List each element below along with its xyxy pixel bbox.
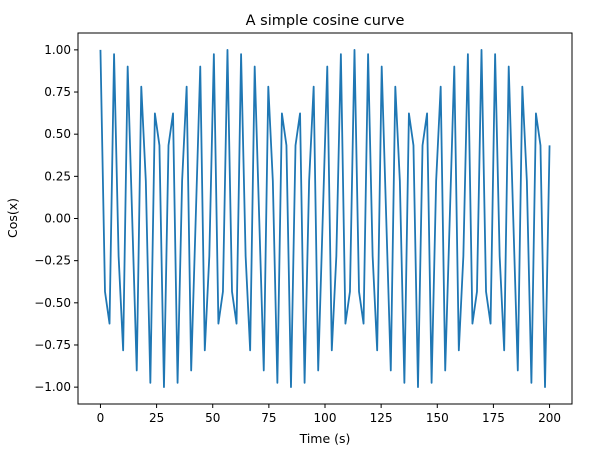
x-tick-label: 125 [370, 411, 393, 425]
x-tick-label: 175 [482, 411, 505, 425]
y-tick-label: −1.00 [34, 380, 71, 394]
y-tick-label: −0.50 [34, 296, 71, 310]
x-tick-label: 0 [97, 411, 105, 425]
y-tick-label: 0.00 [44, 212, 71, 226]
chart-title: A simple cosine curve [246, 13, 405, 29]
series-layer [99, 48, 551, 389]
y-tick-label: 0.75 [44, 85, 71, 99]
x-axis-ticks: 0 25 50 75 100 125 150 175 200 [97, 404, 561, 425]
series-line-0 [99, 48, 551, 389]
y-tick-label: −0.25 [34, 254, 71, 268]
y-tick-label: 1.00 [44, 43, 71, 57]
x-tick-label: 150 [426, 411, 449, 425]
x-axis-label: Time (s) [299, 431, 351, 446]
x-tick-label: 25 [149, 411, 164, 425]
y-tick-label: 0.25 [44, 169, 71, 183]
y-tick-label: 0.50 [44, 127, 71, 141]
y-axis-ticks: 1.00 0.75 0.50 0.25 0.00 −0.25 −0.50 −0.75 −1.00 [34, 43, 78, 394]
y-axis-label: Cos(x) [5, 198, 20, 238]
y-tick-label: −0.75 [34, 338, 71, 352]
x-tick-label: 200 [538, 411, 561, 425]
x-tick-label: 100 [314, 411, 337, 425]
x-tick-label: 50 [205, 411, 220, 425]
x-tick-label: 75 [261, 411, 276, 425]
